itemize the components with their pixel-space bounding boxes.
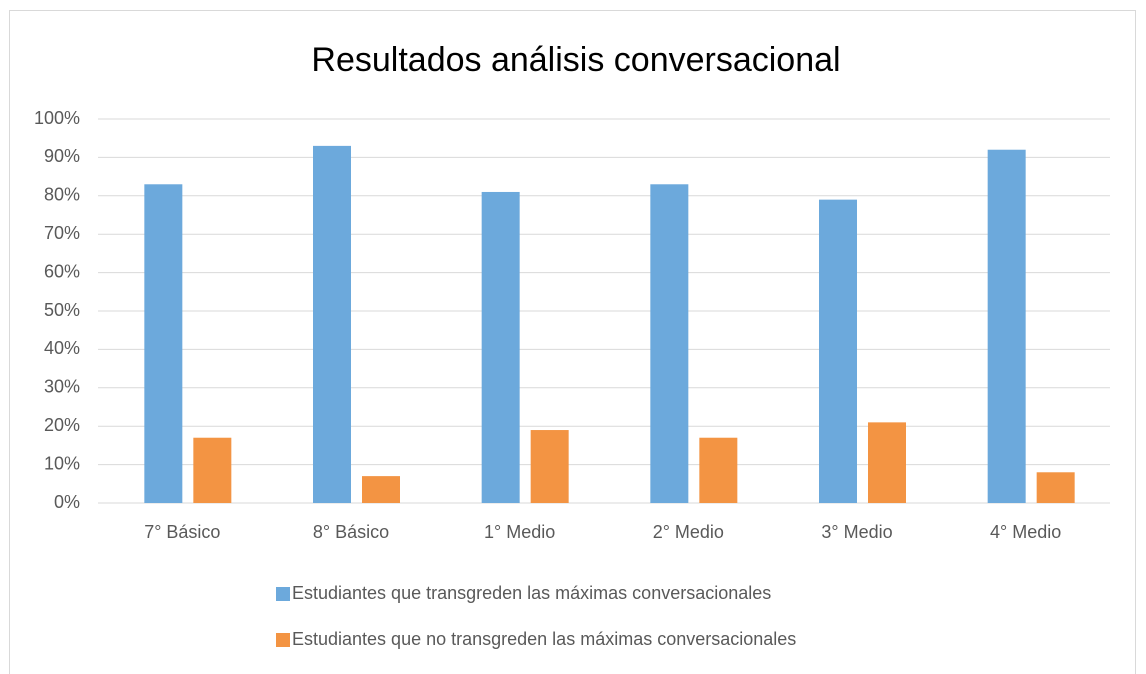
legend-swatch bbox=[276, 633, 290, 647]
legend-swatch bbox=[276, 587, 290, 601]
x-tick-label: 8° Básico bbox=[313, 522, 389, 542]
y-tick-label: 90% bbox=[44, 146, 80, 166]
bar bbox=[313, 145, 351, 503]
x-tick-label: 1° Medio bbox=[484, 522, 555, 542]
bar bbox=[193, 437, 232, 503]
bar bbox=[699, 437, 738, 503]
y-tick-label: 20% bbox=[44, 415, 80, 435]
y-tick-label: 100% bbox=[34, 108, 80, 128]
y-tick-label: 80% bbox=[44, 185, 80, 205]
bar bbox=[481, 191, 520, 503]
legend-label: Estudiantes que transgreden las máximas … bbox=[292, 583, 771, 603]
bar bbox=[987, 149, 1026, 503]
x-tick-label: 7° Básico bbox=[144, 522, 220, 542]
y-tick-label: 0% bbox=[54, 492, 80, 512]
chart-title: Resultados análisis conversacional bbox=[311, 41, 840, 79]
y-tick-label: 70% bbox=[44, 223, 80, 243]
bar bbox=[362, 476, 400, 503]
x-tick-label: 2° Medio bbox=[653, 522, 724, 542]
y-tick-label: 10% bbox=[44, 453, 80, 473]
y-tick-label: 30% bbox=[44, 377, 80, 397]
bar bbox=[1036, 472, 1075, 503]
bar bbox=[868, 422, 906, 503]
y-tick-label: 40% bbox=[44, 338, 80, 358]
y-tick-label: 60% bbox=[44, 261, 80, 281]
bar bbox=[144, 184, 183, 503]
bar bbox=[819, 199, 857, 503]
bar bbox=[530, 430, 569, 503]
bar bbox=[650, 184, 689, 503]
y-tick-label: 50% bbox=[44, 300, 80, 320]
x-tick-label: 4° Medio bbox=[990, 522, 1061, 542]
legend-label: Estudiantes que no transgreden las máxim… bbox=[292, 629, 796, 649]
chart-border bbox=[9, 10, 1136, 674]
x-tick-label: 3° Medio bbox=[821, 522, 892, 542]
